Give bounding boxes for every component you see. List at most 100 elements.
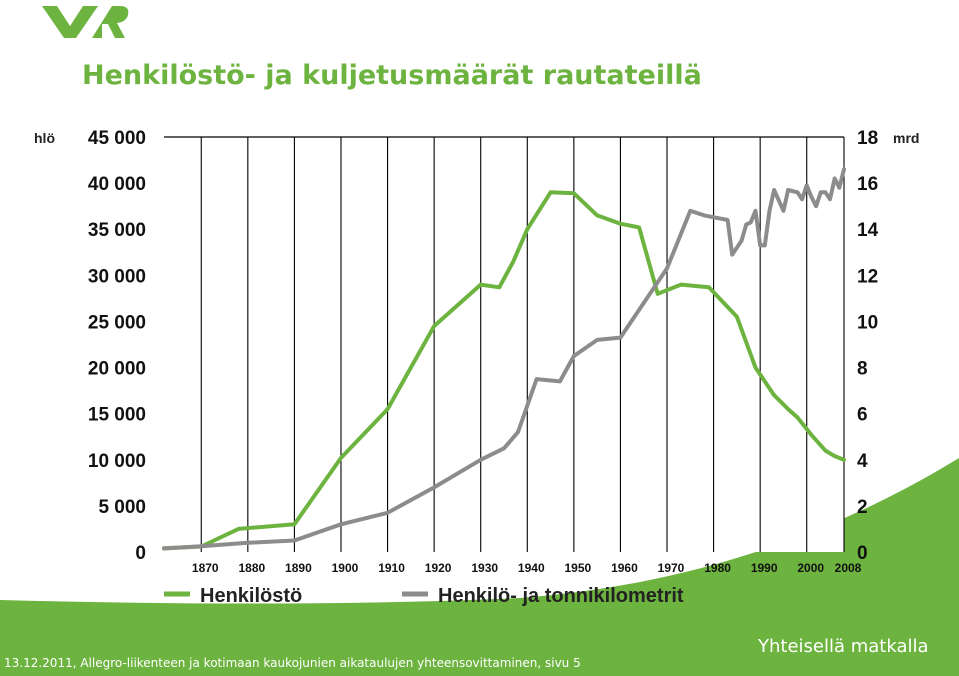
x-axis-tick-label: 1890 — [285, 561, 312, 575]
series-1-point — [292, 522, 297, 527]
series-2-point — [767, 208, 772, 213]
series-1-point — [772, 393, 776, 398]
green-band — [0, 458, 959, 676]
series-2-point — [702, 213, 707, 218]
series-2-point — [641, 301, 646, 305]
series-1-point — [637, 225, 641, 230]
left-axis-unit: hlö — [34, 130, 55, 146]
series-2-point — [385, 511, 390, 515]
series-2-point — [749, 220, 753, 225]
series-2-point — [823, 190, 828, 195]
x-axis-tick-label: 1970 — [658, 561, 685, 575]
series-2-point — [739, 238, 744, 243]
x-axis-tick-label: 1870 — [192, 561, 219, 575]
left-axis-tick-label: 30 000 — [88, 266, 146, 287]
right-axis-tick-label: 4 — [857, 451, 868, 472]
series-2-point — [432, 485, 436, 490]
tagline: Yhteisellä matkalla — [758, 636, 929, 657]
x-axis-tick-label: 2008 — [835, 561, 862, 575]
series-2-point — [818, 190, 823, 195]
x-axis-tick-label: 1900 — [332, 561, 359, 575]
x-axis-tick-label: 1920 — [425, 561, 452, 575]
series-2-point — [763, 243, 767, 248]
series-2-point — [795, 190, 800, 195]
series-2-point — [688, 208, 693, 213]
slide-title: Henkilöstö- ja kuljetusmäärät rautateill… — [82, 60, 702, 91]
series-2-point — [800, 197, 804, 202]
series-2-point — [786, 188, 790, 192]
series-2-point — [753, 208, 758, 213]
left-axis-tick-label: 0 — [135, 543, 146, 564]
series-2-point — [828, 197, 832, 202]
series-2-point — [725, 218, 730, 222]
series-2-point — [618, 335, 623, 340]
right-axis-tick-label: 0 — [857, 543, 868, 564]
series-1-point — [618, 221, 623, 226]
series-2-point — [534, 377, 539, 381]
plot-area — [164, 137, 844, 552]
series-2-point — [665, 266, 669, 271]
right-axis-tick-label: 14 — [857, 220, 879, 241]
series-1-point — [655, 291, 660, 296]
x-axis-tick-label: 1880 — [238, 561, 265, 575]
vr-logo-icon — [42, 6, 129, 38]
left-axis-tick-label: 15 000 — [88, 405, 146, 426]
series-1-point — [786, 407, 790, 411]
left-axis-tick-label: 35 000 — [88, 220, 146, 241]
series-2-point — [199, 544, 204, 549]
series-2-point — [516, 430, 520, 434]
series-1-point — [707, 285, 711, 290]
series-2-point — [162, 546, 166, 551]
series-2-point — [572, 354, 576, 358]
right-axis-tick-label: 2 — [857, 497, 868, 518]
series-2-point — [832, 176, 837, 181]
series-1-point — [385, 407, 390, 411]
series-1-point — [478, 282, 483, 287]
series-2-point — [744, 222, 748, 227]
series-2-point — [842, 167, 846, 172]
series-2-point — [292, 538, 297, 543]
series-2-point — [558, 379, 562, 384]
series-1-point — [679, 282, 683, 287]
series-line-1 — [162, 190, 846, 551]
legend-label-2: Henkilö- ja tonnikilometrit — [438, 585, 684, 607]
series-2-point — [758, 243, 762, 248]
x-axis-tick-label: 1940 — [518, 561, 545, 575]
series-1-point — [832, 454, 837, 458]
x-axis-tick-label: 1910 — [378, 561, 405, 575]
left-axis-tick-label: 45 000 — [88, 128, 146, 149]
series-1-point — [339, 456, 343, 460]
series-2-point — [814, 204, 818, 208]
right-axis-tick-label: 8 — [857, 359, 868, 380]
series-1-point — [595, 213, 599, 218]
left-axis-tick-label: 20 000 — [88, 359, 146, 380]
series-1-point — [735, 315, 739, 319]
series-2-point — [837, 185, 842, 190]
series-2-point — [781, 208, 786, 213]
series-2-point — [502, 446, 506, 451]
series-1-point — [842, 457, 846, 462]
footer-text: 13.12.2011, Allegro-liikenteen ja kotima… — [4, 656, 581, 670]
right-axis-unit: mrd — [893, 130, 919, 146]
series-2-point — [772, 188, 776, 192]
right-axis-tick-label: 12 — [857, 266, 878, 287]
series-1-point — [525, 227, 530, 232]
x-axis-tick-label: 2000 — [797, 561, 824, 575]
x-axis-tick-label: 1950 — [565, 561, 592, 575]
right-axis-tick-label: 6 — [857, 405, 868, 426]
series-2-point — [339, 522, 343, 527]
right-axis-tick-label: 10 — [857, 312, 878, 333]
series-1-point — [497, 285, 502, 290]
x-axis-tick-label: 1960 — [611, 561, 638, 575]
series-1-point — [236, 527, 241, 531]
series-1-point — [795, 415, 800, 420]
series-1-point — [809, 433, 814, 437]
series-2-point — [809, 195, 814, 199]
left-axis-tick-label: 10 000 — [88, 451, 146, 472]
series-2-point — [730, 252, 735, 257]
x-axis-tick-label: 1980 — [704, 561, 731, 575]
series-2-point — [595, 338, 599, 342]
series-2-point — [246, 540, 250, 545]
series-1-point — [548, 190, 553, 195]
